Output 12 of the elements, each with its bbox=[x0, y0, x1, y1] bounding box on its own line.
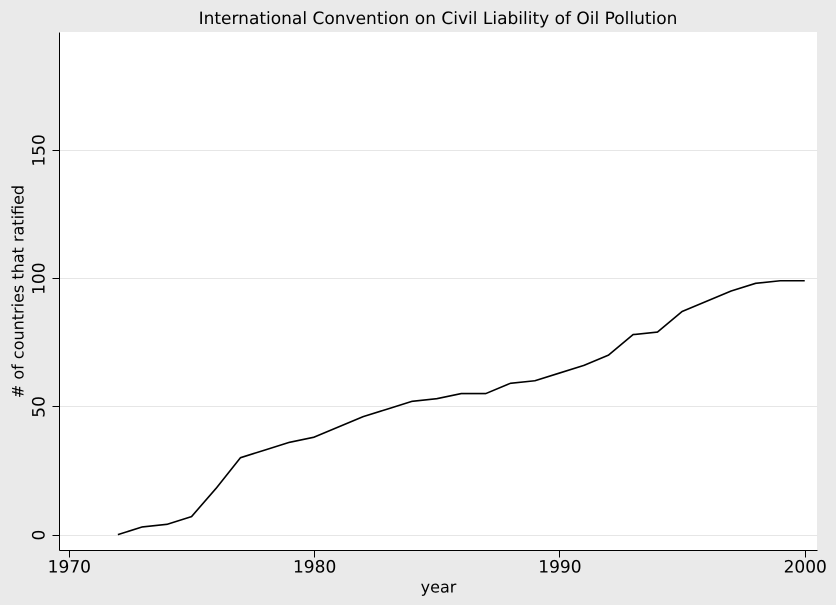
y-tick-label: 100 bbox=[30, 262, 50, 295]
x-axis-title: year bbox=[420, 578, 457, 596]
y-tick-label: 0 bbox=[30, 530, 50, 541]
line-series bbox=[117, 280, 806, 536]
y-tick-label: 150 bbox=[30, 134, 50, 167]
y-axis-title: # of countries that ratified bbox=[8, 184, 28, 398]
x-tick-label: 2000 bbox=[784, 558, 827, 578]
x-tick-label: 1970 bbox=[48, 558, 91, 578]
chart-title: International Convention on Civil Liability of Oil Pollution bbox=[198, 9, 678, 29]
x-tick-label: 1980 bbox=[292, 558, 336, 578]
y-tick-label: 50 bbox=[30, 396, 50, 418]
x-tick-label: 1990 bbox=[538, 558, 582, 578]
